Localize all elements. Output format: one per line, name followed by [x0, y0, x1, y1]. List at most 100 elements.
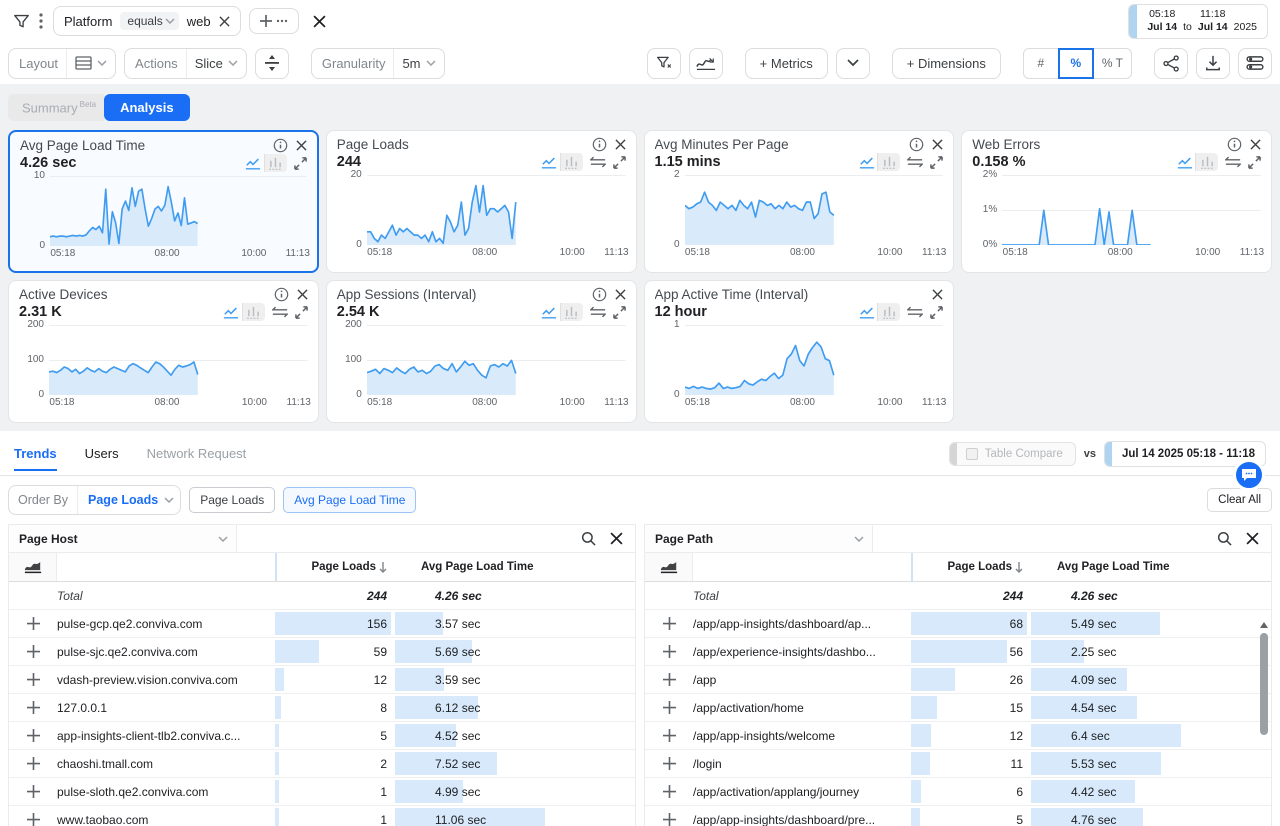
tab-users[interactable]: Users	[84, 445, 119, 461]
line-chart-icon[interactable]	[221, 303, 243, 322]
clear-filters-icon[interactable]	[313, 14, 326, 28]
line-chart-icon[interactable]	[1174, 153, 1196, 172]
granularity-select[interactable]: Granularity 5m	[310, 47, 445, 79]
metric-card[interactable]: Web Errors 0.158 % 2% 1% 0% 05:18 08:00 10:00 11…	[961, 130, 1272, 274]
expand-icon[interactable]	[1248, 156, 1261, 169]
dimension-select[interactable]: Page Host	[9, 525, 237, 553]
actions-select[interactable]: Actions Slice	[124, 47, 247, 79]
line-chart-icon[interactable]	[539, 153, 561, 172]
order-by-select[interactable]: Order By Page Loads	[8, 485, 182, 516]
close-icon[interactable]	[614, 289, 626, 300]
line-chart-icon[interactable]	[539, 303, 561, 322]
close-icon[interactable]	[614, 139, 626, 150]
dimension-value[interactable]: /login	[693, 757, 722, 772]
dimension-value[interactable]: /app/activation/home	[693, 701, 804, 716]
metric-card[interactable]: Avg Minutes Per Page 1.15 mins 2 0 05:18 08:0…	[643, 130, 955, 274]
split-rows-button[interactable]	[254, 47, 289, 79]
expand-icon[interactable]	[293, 157, 307, 170]
close-icon[interactable]	[610, 532, 623, 545]
info-icon[interactable]	[592, 287, 607, 302]
scrollbar-thumb[interactable]	[1260, 633, 1268, 736]
expand-row-button[interactable]	[645, 666, 693, 693]
expand-icon[interactable]	[930, 306, 944, 319]
expand-icon[interactable]	[930, 156, 944, 169]
metric-card[interactable]: Page Loads 244 20 0 05:18 08:00 10:00 11:13	[325, 130, 637, 274]
tab-network-request[interactable]: Network Request	[146, 445, 247, 461]
chart-mode-cell[interactable]	[645, 553, 693, 582]
tab-summary[interactable]: Summary Beta	[8, 94, 105, 122]
remove-filter-icon[interactable]	[219, 15, 230, 27]
dimension-value[interactable]: /app/app-insights/welcome	[693, 729, 836, 744]
info-icon[interactable]	[1227, 137, 1242, 152]
table-compare-checkbox[interactable]	[965, 448, 978, 461]
clear-all-button[interactable]: Clear All	[1207, 488, 1272, 513]
close-icon[interactable]	[296, 140, 307, 151]
close-icon[interactable]	[297, 289, 308, 300]
metric-chip-page-loads[interactable]: Page Loads	[189, 487, 276, 514]
swap-axes-icon[interactable]	[271, 306, 288, 318]
expand-row-button[interactable]	[645, 750, 693, 777]
dimension-value[interactable]: 127.0.0.1	[57, 701, 108, 716]
bar-chart-icon[interactable]	[878, 303, 901, 322]
close-icon[interactable]	[1246, 532, 1259, 545]
metric-card[interactable]: Avg Page Load Time 4.26 sec 10 0 05:18 08:00 1…	[8, 130, 319, 274]
bar-chart-icon[interactable]	[1196, 153, 1218, 172]
dimension-value[interactable]: chaoshi.tmall.com	[57, 757, 154, 772]
dimension-value[interactable]: pulse-sloth.qe2.conviva.com	[57, 785, 209, 800]
expand-row-button[interactable]	[9, 694, 57, 721]
expand-row-button[interactable]	[645, 694, 693, 721]
swap-axes-icon[interactable]	[1225, 156, 1241, 168]
table-compare-toggle[interactable]: Table Compare	[948, 442, 1076, 467]
bar-chart-icon[interactable]	[560, 153, 583, 172]
close-icon[interactable]	[1250, 139, 1261, 150]
expand-row-button[interactable]	[9, 750, 57, 777]
page-loads-column-header[interactable]: Page Loads	[275, 553, 395, 582]
line-chart-icon[interactable]	[856, 303, 879, 322]
date-range-picker[interactable]: 05:18 Jul 14 to 11:18 Jul 14 2025	[1128, 3, 1268, 39]
expand-row-button[interactable]	[9, 610, 57, 637]
search-icon[interactable]	[1217, 531, 1232, 546]
swap-axes-icon[interactable]	[907, 156, 924, 168]
metric-card[interactable]: Active Devices 2.31 K 200 100 0 05:18 08:00 10:…	[8, 280, 319, 424]
expand-row-button[interactable]	[645, 610, 693, 637]
expand-row-button[interactable]	[645, 638, 693, 665]
platform-filter-chip[interactable]: Platform equals web	[53, 6, 241, 36]
expand-row-button[interactable]	[9, 806, 57, 826]
alert-chart-button[interactable]	[688, 47, 723, 79]
metric-card[interactable]: App Sessions (Interval) 2.54 K 200 100 0 05:1…	[325, 280, 637, 424]
bar-chart-icon[interactable]	[264, 154, 287, 173]
display-density-button[interactable]	[1238, 47, 1272, 79]
compare-range-picker[interactable]: Jul 14 2025 05:18 - 11:18	[1104, 441, 1266, 468]
add-filter-button[interactable]	[248, 8, 299, 34]
share-button[interactable]	[1154, 47, 1188, 79]
format-percent-option[interactable]: %	[1057, 47, 1094, 79]
expand-row-button[interactable]	[9, 638, 57, 665]
metrics-dropdown-button[interactable]	[835, 47, 870, 79]
metric-card[interactable]: App Active Time (Interval) 12 hour 1 0 05:18…	[643, 280, 955, 424]
dimension-value[interactable]: /app/app-insights/dashboard/ap...	[693, 617, 872, 632]
add-dimensions-button[interactable]: + Dimensions	[891, 47, 1001, 79]
dimension-value[interactable]: vdash-preview.vision.conviva.com	[57, 673, 238, 688]
add-metrics-button[interactable]: + Metrics	[744, 47, 828, 79]
bar-chart-icon[interactable]	[242, 303, 265, 322]
expand-icon[interactable]	[294, 306, 308, 319]
bar-chart-icon[interactable]	[560, 303, 583, 322]
dimension-value[interactable]: /app	[693, 673, 717, 688]
filter-funnel-icon[interactable]	[12, 12, 31, 31]
avg-load-time-column-header[interactable]: Avg Page Load Time	[1057, 561, 1170, 574]
avg-load-time-column-header[interactable]: Avg Page Load Time	[421, 561, 534, 574]
expand-row-button[interactable]	[9, 722, 57, 749]
close-icon[interactable]	[932, 139, 943, 150]
metric-chip-avg-page-load-time[interactable]: Avg Page Load Time	[283, 487, 417, 514]
search-icon[interactable]	[581, 531, 596, 546]
line-chart-icon[interactable]	[243, 154, 265, 173]
tab-analysis[interactable]: Analysis	[104, 94, 190, 122]
format-number-option[interactable]: #	[1022, 47, 1059, 79]
swap-axes-icon[interactable]	[589, 306, 606, 318]
dimension-value[interactable]: pulse-sjc.qe2.conviva.com	[57, 645, 198, 660]
scroll-up-icon[interactable]	[1260, 615, 1268, 633]
dimension-value[interactable]: /app/activation/applang/journey	[693, 785, 860, 800]
feedback-chat-button[interactable]	[1233, 459, 1265, 492]
download-button[interactable]	[1196, 47, 1230, 79]
filter-operator-select[interactable]: equals	[120, 12, 179, 30]
